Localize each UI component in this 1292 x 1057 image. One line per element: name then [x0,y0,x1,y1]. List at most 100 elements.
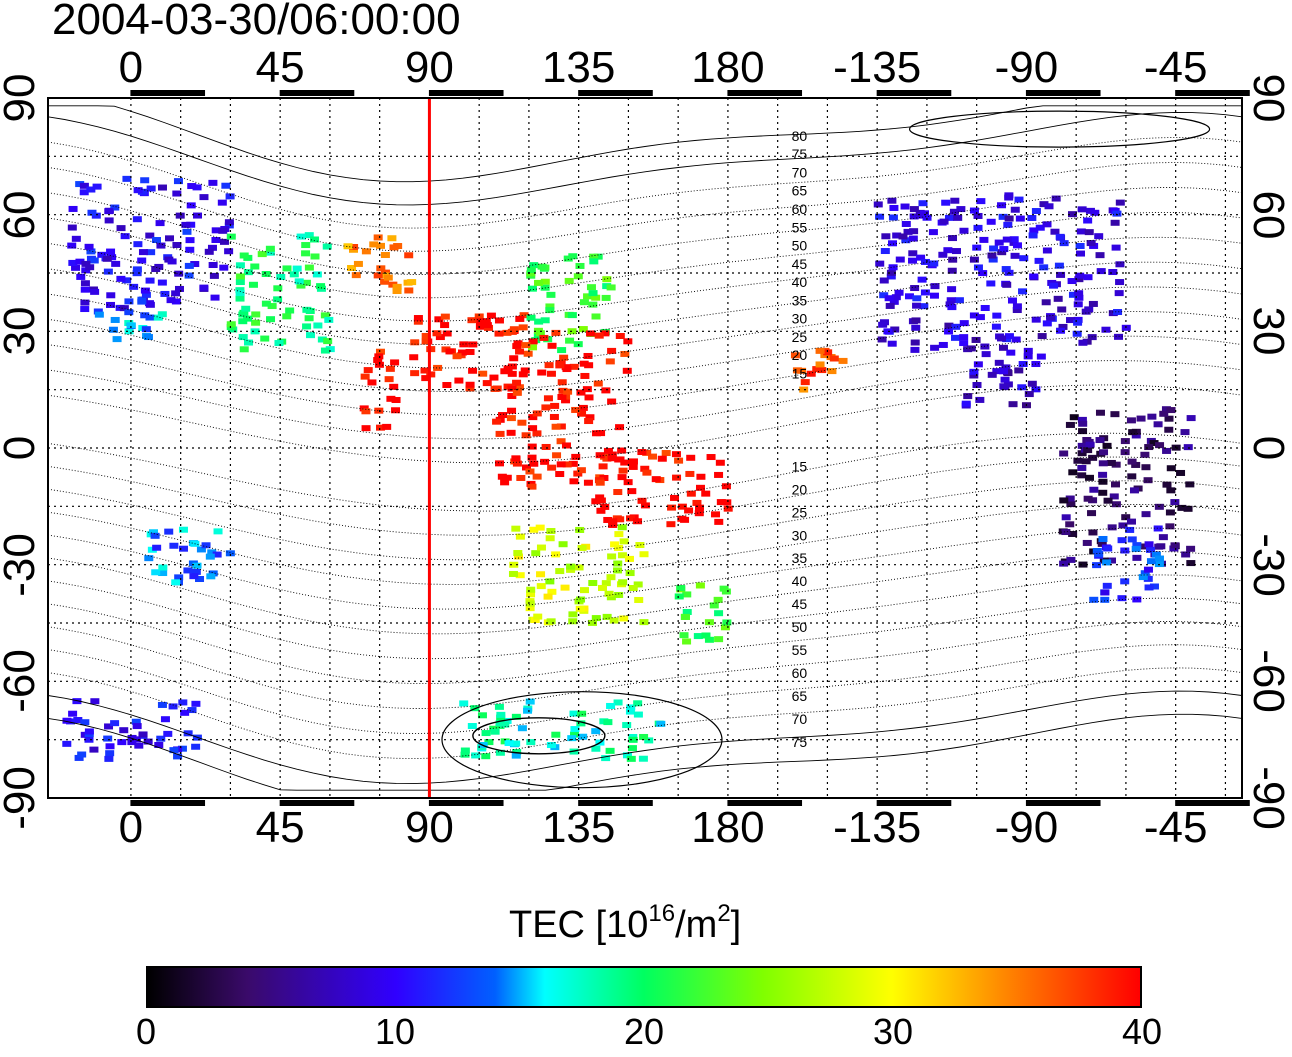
tec-cell [566,563,576,570]
tec-cell [566,566,576,573]
tec-cell [704,619,714,626]
tec-cell [260,335,270,342]
tec-cell [185,246,195,253]
tec-cell [607,347,617,354]
tec-cell [102,255,112,262]
tec-cell [452,353,462,360]
tec-cell [502,474,512,481]
tec-cell [191,568,201,575]
tec-cell [477,712,487,719]
tec-cell [1183,505,1193,512]
tec-cell [704,636,714,643]
tec-cell [613,560,623,567]
tec-cell [1098,489,1108,496]
tec-cell [138,249,148,256]
tec-cell [153,314,163,321]
tec-cell [404,252,414,259]
tec-cell [206,573,216,580]
tec-cell [592,430,602,437]
tec-cell [1001,266,1011,273]
tec-cell [540,317,550,324]
tec-cell [207,549,217,556]
tec-cell [999,246,1009,253]
tec-cell [174,285,184,292]
colorbar-title-exponent-2: 2 [717,900,731,927]
tec-cell [1024,391,1034,398]
tec-cell [124,309,134,316]
tec-cell [556,423,566,430]
tec-cell [1127,536,1137,543]
tec-cell [880,248,890,255]
contour-line [47,480,1243,561]
tec-cell [607,455,617,462]
tec-cell [815,347,825,354]
tec-cell [1155,442,1165,449]
tec-cell [648,453,658,460]
tec-cell [1068,291,1078,298]
tec-cell [1074,290,1084,297]
tec-cell [558,541,568,548]
frame-segment-top [279,90,355,96]
tec-cell [1144,541,1154,548]
tec-cell [523,350,533,357]
tec-cell [490,728,500,735]
contour-label: 30 [792,527,808,543]
tec-cell [465,348,475,355]
tec-cell [657,455,667,462]
colorbar-title-prefix: TEC [10 [509,904,649,946]
tec-cell [911,324,921,331]
tec-cell [671,451,681,458]
tec-cell [591,294,601,301]
tec-cell [973,212,983,219]
tec-cell [1078,428,1088,435]
tec-cell [124,328,134,335]
contour-line [47,311,1243,392]
tec-cell [212,551,222,558]
tec-cell [988,256,998,263]
tec-cell [799,386,809,393]
tec-cell [601,294,611,301]
contour-line [47,621,1243,709]
tec-cell [68,259,78,266]
colorbar-tick: 40 [1121,1011,1163,1052]
tec-cell [1073,319,1083,326]
tec-cell [594,332,604,339]
tec-cell [568,611,578,618]
tec-cell [709,602,719,609]
tec-cell [1066,556,1076,563]
tec-cell [1073,301,1083,308]
tec-cell [1056,327,1066,334]
tec-cell [938,251,948,258]
longitude-tick-top: 135 [541,43,616,92]
contour-label: 50 [792,238,808,254]
tec-cell [367,379,377,386]
tec-cell [622,722,632,729]
tec-cell [908,257,918,264]
tec-cell [251,311,261,318]
tec-cell [615,424,625,431]
tec-cell [145,314,155,321]
tec-cell [640,465,650,472]
tec-cell [891,294,901,301]
tec-cell [324,316,334,323]
tec-cell [1039,264,1049,271]
tec-cell [568,253,578,260]
tec-cell [617,474,627,481]
tec-cell [512,379,522,386]
tec-cell [1055,233,1065,240]
tec-cell [1074,294,1084,301]
tec-cell [1002,236,1012,243]
tec-cell [389,383,399,390]
tec-cell [67,224,77,231]
tec-cell [465,381,475,388]
tec-cell [111,260,121,267]
tec-cell [527,483,537,490]
tec-cell [551,551,561,558]
tec-cell [62,717,72,724]
tec-cell [224,248,234,255]
tec-cell [684,507,694,514]
tec-cell [626,515,636,522]
tec-cell [500,721,510,728]
tec-cell [998,344,1008,351]
tec-cell [1170,542,1180,549]
